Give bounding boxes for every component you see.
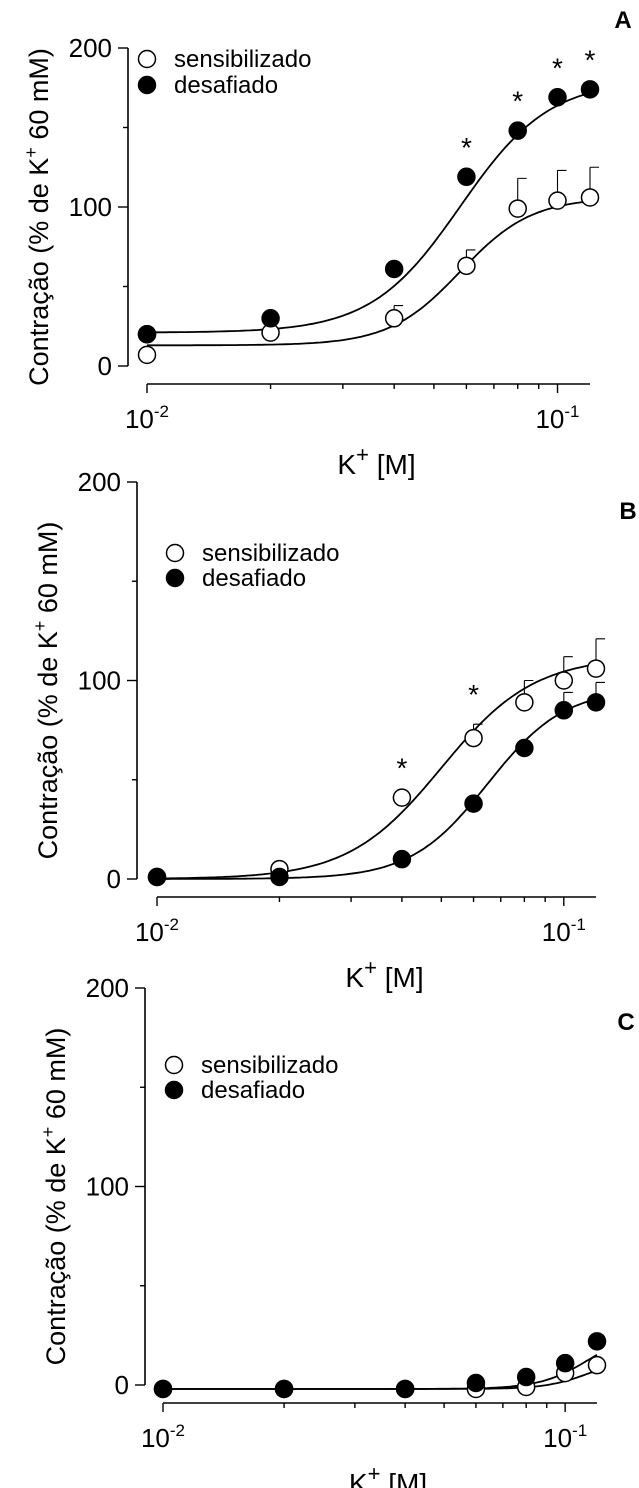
data-point-sensibilizado — [384, 309, 404, 328]
y-tick-label: 100 — [86, 1172, 129, 1202]
x-tick-label: 10-2 — [135, 915, 179, 947]
panel-label: C — [617, 1009, 634, 1036]
data-point-sensibilizado — [515, 693, 534, 712]
legend-label-sensibilizado: sensibilizado — [201, 1052, 338, 1079]
y-tick-label: 200 — [86, 973, 129, 1003]
fit-curve-desafiado — [157, 698, 597, 880]
data-point-desafiado — [464, 794, 483, 813]
legend-marker-desafiado — [164, 1080, 184, 1100]
legend-label-desafiado: desafiado — [174, 72, 278, 99]
y-axis-label: Contração (% de K+ 60 mM) — [30, 522, 63, 860]
panel-label: A — [614, 7, 631, 34]
x-tick-label: 10-1 — [543, 1421, 587, 1453]
x-axis-label: K+ [M] — [349, 1461, 427, 1488]
data-point-desafiado — [395, 1379, 415, 1399]
data-point-desafiado — [555, 1353, 575, 1373]
x-axis-label: K+ [M] — [345, 955, 423, 993]
data-point-desafiado — [147, 867, 167, 887]
y-tick-label: 0 — [107, 864, 121, 894]
significance-marker: * — [512, 86, 523, 117]
data-point-desafiado — [270, 867, 289, 887]
data-point-desafiado — [392, 849, 412, 869]
data-point-sensibilizado — [580, 188, 600, 207]
legend-marker-desafiado — [165, 568, 185, 588]
data-point-desafiado — [384, 259, 404, 279]
error-bar — [556, 169, 567, 194]
y-tick-label: 100 — [78, 666, 121, 696]
significance-marker: * — [396, 753, 407, 784]
error-bar — [589, 166, 599, 191]
data-point-desafiado — [554, 701, 574, 720]
data-point-sensibilizado — [392, 788, 412, 807]
error-bar — [523, 679, 534, 696]
data-point-desafiado — [580, 80, 600, 99]
significance-marker: * — [461, 132, 472, 163]
data-point-sensibilizado — [464, 728, 483, 748]
data-point-desafiado — [274, 1379, 294, 1399]
legend-marker-sensibilizado — [165, 543, 185, 563]
data-point-desafiado — [586, 693, 606, 712]
data-point-desafiado — [548, 88, 567, 107]
y-tick-label: 0 — [115, 1370, 129, 1400]
data-point-desafiado — [515, 738, 534, 758]
legend-marker-desafiado — [137, 75, 157, 95]
significance-marker: * — [585, 44, 596, 75]
legend-marker-sensibilizado — [137, 49, 157, 69]
y-axis-label: Contração (% de K+ 60 mM) — [21, 48, 54, 386]
panel-c: 0 100 200 10-2 10-1 K+ [M] Contração (% de K+ … — [38, 973, 635, 1488]
panel-b: 0 100 200 10-2 10-1 K+ [M] Contração (% de K+ … — [30, 467, 637, 993]
fit-curve-sensibilizado — [147, 200, 591, 347]
panel-a: 0 100 200 10-2 10-1 K+ [M] Contração (% de K+ … — [21, 7, 632, 480]
data-point-desafiado — [587, 1332, 607, 1351]
y-tick-label: 200 — [78, 467, 121, 497]
legend-label-desafiado: desafiado — [202, 565, 306, 592]
data-point-sensibilizado — [508, 199, 527, 218]
fit-curve-sensibilizado — [157, 663, 597, 880]
x-tick-label: 10-2 — [125, 402, 169, 434]
x-tick-label: 10-1 — [542, 915, 586, 947]
error-bar — [563, 656, 573, 674]
x-tick-label: 10-1 — [535, 402, 579, 434]
data-point-desafiado — [516, 1367, 536, 1387]
data-point-desafiado — [137, 324, 157, 344]
y-axis-label: Contração (% de K+ 60 mM) — [38, 1028, 71, 1366]
legend-label-sensibilizado: sensibilizado — [174, 46, 311, 73]
data-point-desafiado — [153, 1379, 173, 1399]
y-tick-label: 100 — [69, 192, 112, 222]
data-point-desafiado — [466, 1373, 486, 1393]
significance-marker: * — [552, 52, 563, 83]
x-axis-label: K+ [M] — [337, 442, 415, 480]
panel-label: B — [619, 498, 636, 525]
y-tick-label: 200 — [69, 33, 112, 63]
data-point-desafiado — [508, 121, 527, 140]
legend-label-sensibilizado: sensibilizado — [202, 540, 339, 567]
data-point-sensibilizado — [586, 659, 606, 678]
error-bar — [595, 638, 605, 662]
data-point-desafiado — [457, 167, 476, 187]
error-bar — [517, 177, 527, 202]
data-point-desafiado — [261, 309, 280, 328]
data-point-sensibilizado — [587, 1355, 607, 1375]
legend-marker-sensibilizado — [164, 1055, 184, 1075]
x-tick-label: 10-2 — [141, 1421, 185, 1453]
data-point-sensibilizado — [137, 345, 157, 365]
y-tick-label: 0 — [98, 351, 112, 381]
data-point-sensibilizado — [548, 191, 567, 210]
significance-marker: * — [468, 679, 479, 710]
data-point-sensibilizado — [554, 671, 574, 690]
legend-label-desafiado: desafiado — [201, 1077, 305, 1104]
data-point-sensibilizado — [457, 256, 476, 276]
